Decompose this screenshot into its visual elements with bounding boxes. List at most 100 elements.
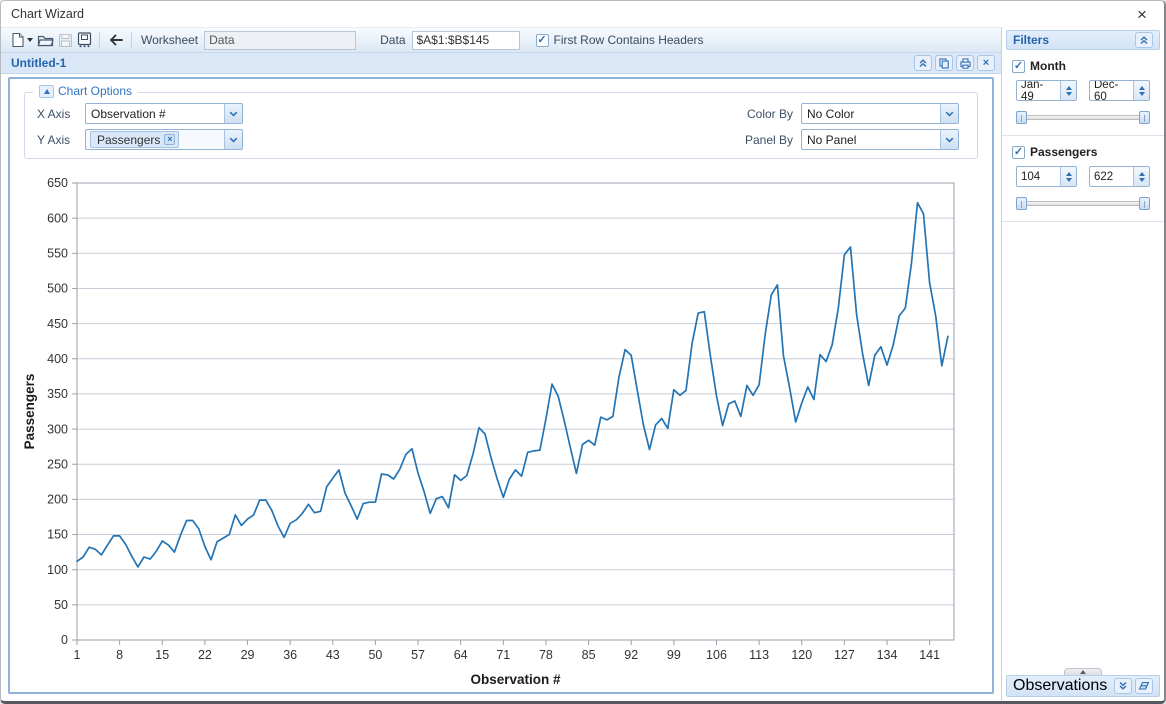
svg-text:300: 300 bbox=[47, 422, 68, 436]
collapse-filters-button[interactable] bbox=[1135, 32, 1153, 48]
slider-handle-min[interactable] bbox=[1016, 197, 1027, 210]
month-to-spinner[interactable]: Dec-60 bbox=[1089, 80, 1150, 101]
filters-header: Filters bbox=[1006, 30, 1160, 50]
x-axis-label: X Axis bbox=[37, 107, 85, 121]
svg-text:127: 127 bbox=[834, 648, 855, 662]
spinner-arrows[interactable] bbox=[1060, 81, 1076, 100]
svg-text:400: 400 bbox=[47, 352, 68, 366]
month-from-spinner[interactable]: Jan-49 bbox=[1016, 80, 1077, 101]
svg-text:Observation #: Observation # bbox=[470, 672, 561, 687]
passengers-to-spinner[interactable]: 622 bbox=[1089, 166, 1150, 187]
slider-track[interactable] bbox=[1016, 201, 1150, 206]
close-document-button[interactable]: × bbox=[977, 55, 995, 71]
document-tab-title[interactable]: Untitled-1 bbox=[11, 56, 66, 70]
new-document-button[interactable] bbox=[8, 30, 35, 50]
title-bar: Chart Wizard × bbox=[1, 1, 1164, 27]
passengers-from-spinner[interactable]: 104 bbox=[1016, 166, 1077, 187]
expand-observations-button[interactable] bbox=[1114, 678, 1132, 694]
copy-document-button[interactable] bbox=[935, 55, 953, 71]
window-title: Chart Wizard bbox=[11, 7, 84, 21]
svg-text:50: 50 bbox=[54, 598, 68, 612]
chevron-down-icon[interactable] bbox=[940, 130, 958, 149]
svg-text:8: 8 bbox=[116, 648, 123, 662]
passengers-filter-checkbox[interactable]: ✓ bbox=[1012, 146, 1025, 159]
month-range-slider[interactable] bbox=[1016, 111, 1150, 124]
close-icon[interactable]: × bbox=[1130, 6, 1154, 23]
month-from-value[interactable]: Jan-49 bbox=[1017, 81, 1060, 100]
svg-text:36: 36 bbox=[283, 648, 297, 662]
open-button[interactable] bbox=[35, 30, 56, 50]
svg-text:106: 106 bbox=[706, 648, 727, 662]
passengers-to-value[interactable]: 622 bbox=[1090, 167, 1133, 186]
chart-area: 0501001502002503003504004505005506006501… bbox=[10, 159, 992, 692]
spin-down-icon[interactable] bbox=[1139, 92, 1145, 96]
spinner-arrows[interactable] bbox=[1060, 167, 1076, 186]
panel-by-value: No Panel bbox=[802, 133, 940, 147]
back-button[interactable] bbox=[105, 30, 126, 50]
passengers-filter-section: ✓ Passengers 104 622 bbox=[1002, 136, 1164, 222]
chevron-double-down-icon bbox=[1118, 681, 1128, 691]
collapse-document-button[interactable] bbox=[914, 55, 932, 71]
svg-text:92: 92 bbox=[624, 648, 638, 662]
open-folder-icon bbox=[37, 33, 54, 48]
document-content: Chart Options X Axis Observation # Y Axi… bbox=[8, 77, 994, 694]
svg-text:57: 57 bbox=[411, 648, 425, 662]
svg-text:113: 113 bbox=[749, 648, 769, 662]
svg-text:15: 15 bbox=[155, 648, 169, 662]
spin-down-icon[interactable] bbox=[1066, 178, 1072, 182]
svg-text:43: 43 bbox=[326, 648, 340, 662]
svg-text:78: 78 bbox=[539, 648, 553, 662]
print-document-button[interactable] bbox=[956, 55, 974, 71]
panel-by-select[interactable]: No Panel bbox=[801, 129, 959, 150]
spin-up-icon[interactable] bbox=[1066, 86, 1072, 90]
svg-text:Passengers: Passengers bbox=[22, 374, 37, 450]
month-filter-checkbox[interactable]: ✓ bbox=[1012, 60, 1025, 73]
y-axis-chip[interactable]: Passengers × bbox=[90, 131, 179, 148]
slider-handle-min[interactable] bbox=[1016, 111, 1027, 124]
slider-handle-max[interactable] bbox=[1139, 111, 1150, 124]
svg-text:350: 350 bbox=[47, 387, 68, 401]
chart-options-panel: Chart Options X Axis Observation # Y Axi… bbox=[24, 92, 978, 159]
worksheet-input[interactable] bbox=[204, 31, 356, 50]
slider-track[interactable] bbox=[1016, 115, 1150, 120]
splitter-grip[interactable] bbox=[1064, 668, 1102, 675]
clear-filters-button[interactable] bbox=[1135, 678, 1153, 694]
chart-options-title: Chart Options bbox=[58, 84, 132, 98]
y-axis-select[interactable]: Passengers × bbox=[85, 129, 243, 150]
chart-options-collapse-button[interactable] bbox=[39, 85, 54, 98]
month-to-value[interactable]: Dec-60 bbox=[1090, 81, 1133, 100]
filters-title: Filters bbox=[1013, 33, 1049, 47]
chevron-down-icon[interactable] bbox=[224, 130, 242, 149]
export-disk-icon bbox=[77, 32, 92, 48]
slider-handle-max[interactable] bbox=[1139, 197, 1150, 210]
first-row-headers-label: First Row Contains Headers bbox=[554, 33, 704, 47]
spin-up-icon[interactable] bbox=[1139, 86, 1145, 90]
triangle-up-icon bbox=[1080, 670, 1086, 674]
color-by-select[interactable]: No Color bbox=[801, 103, 959, 124]
toolbar-separator bbox=[131, 32, 132, 49]
spin-down-icon[interactable] bbox=[1066, 92, 1072, 96]
spin-up-icon[interactable] bbox=[1066, 172, 1072, 176]
spinner-arrows[interactable] bbox=[1133, 81, 1149, 100]
spin-up-icon[interactable] bbox=[1139, 172, 1145, 176]
x-axis-select[interactable]: Observation # bbox=[85, 103, 243, 124]
first-row-headers-checkbox[interactable]: ✓ bbox=[536, 34, 549, 47]
chevron-down-icon[interactable] bbox=[224, 104, 242, 123]
remove-chip-icon[interactable]: × bbox=[164, 134, 175, 145]
svg-text:134: 134 bbox=[877, 648, 898, 662]
passengers-from-value[interactable]: 104 bbox=[1017, 167, 1060, 186]
spinner-arrows[interactable] bbox=[1133, 167, 1149, 186]
export-button[interactable] bbox=[75, 30, 94, 50]
svg-text:120: 120 bbox=[791, 648, 812, 662]
back-arrow-icon bbox=[107, 32, 124, 48]
data-range-input[interactable] bbox=[412, 31, 520, 50]
chevron-double-up-icon bbox=[918, 58, 928, 68]
chevron-double-up-icon bbox=[1139, 35, 1149, 45]
chevron-down-icon[interactable] bbox=[940, 104, 958, 123]
spin-down-icon[interactable] bbox=[1139, 178, 1145, 182]
save-button[interactable] bbox=[56, 30, 75, 50]
panel-by-label: Panel By bbox=[741, 133, 793, 147]
passengers-range-slider[interactable] bbox=[1016, 197, 1150, 210]
svg-text:1: 1 bbox=[74, 648, 81, 662]
sidebar-empty-area bbox=[1002, 222, 1164, 668]
